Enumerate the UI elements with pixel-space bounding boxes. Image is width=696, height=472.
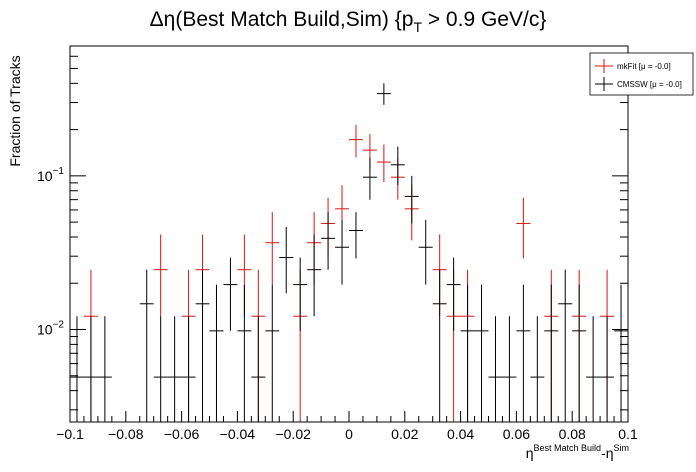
data-point	[181, 316, 196, 422]
x-tick-label: 0	[345, 426, 353, 442]
y-axis-label: Fraction of Tracks	[7, 55, 23, 166]
legend: mkFit [μ = -0.0] CMSSW [μ = -0.0]	[589, 52, 694, 96]
x-axis-ticks: −0.1 −0.08 −0.06 −0.04 −0.02 0 0.02 0.04 0.06 0.0…	[56, 411, 638, 442]
legend-label: mkFit [μ = -0.0]	[617, 62, 671, 71]
data-point	[376, 144, 391, 183]
data-point	[586, 316, 601, 422]
title-subscript: T	[413, 19, 422, 35]
data-point	[488, 316, 503, 422]
data-point	[153, 316, 168, 422]
data-point	[502, 316, 517, 422]
data-point	[418, 219, 433, 285]
x-label-base2: -η	[601, 445, 613, 461]
legend-label: CMSSW [μ = -0.0]	[617, 80, 682, 89]
chart-title: Δη(Best Match Build,Sim) {pT > 0.9 GeV/c…	[150, 8, 547, 35]
legend-box	[589, 52, 694, 96]
data-point	[97, 316, 112, 422]
data-point	[516, 284, 531, 422]
y-tick-label: 10−1	[37, 166, 64, 184]
x-tick-label: −0.06	[164, 426, 200, 442]
data-point	[432, 269, 447, 422]
y-tick-label: 10−2	[37, 319, 64, 337]
data-point	[349, 212, 363, 259]
data-point	[474, 284, 489, 422]
title-tail: > 0.9 GeV/c}	[422, 8, 546, 31]
data-point	[404, 175, 419, 224]
data-point	[390, 146, 405, 186]
data-point	[572, 284, 587, 422]
x-label-sup2: Sim	[614, 443, 630, 453]
data-point	[195, 269, 210, 422]
x-tick-label: 0.04	[447, 426, 474, 442]
data-point	[516, 197, 531, 259]
data-point	[223, 257, 238, 331]
plot-frame	[69, 45, 629, 423]
data-point	[335, 219, 349, 285]
data-point	[600, 316, 615, 422]
x-tick-label: −0.04	[220, 426, 256, 442]
x-label-base1: η	[526, 445, 534, 461]
data-point	[307, 234, 322, 317]
data-point	[83, 316, 98, 422]
data-point	[265, 212, 280, 285]
legend-item-cmssw: CMSSW [μ = -0.0]	[595, 77, 682, 91]
data-point	[376, 83, 391, 105]
data-point	[544, 284, 559, 422]
x-tick-label: 0.1	[618, 426, 638, 442]
data-point	[70, 316, 84, 422]
series-cmssw	[70, 83, 628, 422]
data-point	[279, 226, 294, 294]
data-point	[209, 284, 224, 422]
data-point	[362, 157, 377, 200]
data-point	[349, 124, 363, 158]
x-tick-label: 0.02	[391, 426, 418, 442]
data-point	[293, 257, 308, 331]
x-axis-label: ηBest Match Build-ηSim	[526, 443, 629, 461]
data-point	[321, 212, 336, 270]
data-point	[446, 257, 461, 331]
x-tick-label: −0.08	[108, 426, 144, 442]
data-point	[530, 316, 545, 422]
y-axis-ticks: 10−1 10−2	[37, 55, 628, 411]
data-point	[558, 269, 573, 422]
x-tick-label: −0.02	[275, 426, 311, 442]
data-point	[237, 284, 252, 422]
data-point	[460, 284, 475, 422]
title-main: Δη(Best Match Build,Sim) {p	[150, 8, 414, 31]
x-tick-label: 0.06	[503, 426, 530, 442]
x-label-sup1: Best Match Build	[534, 443, 602, 453]
data-point	[139, 269, 154, 422]
data-point	[251, 316, 266, 422]
data-marks	[70, 83, 628, 422]
legend-item-mkfit: mkFit [μ = -0.0]	[595, 59, 671, 73]
x-tick-label: −0.1	[56, 426, 84, 442]
data-point	[265, 284, 280, 422]
data-point	[153, 234, 168, 317]
data-point	[167, 316, 182, 422]
x-tick-label: 0.08	[559, 426, 586, 442]
